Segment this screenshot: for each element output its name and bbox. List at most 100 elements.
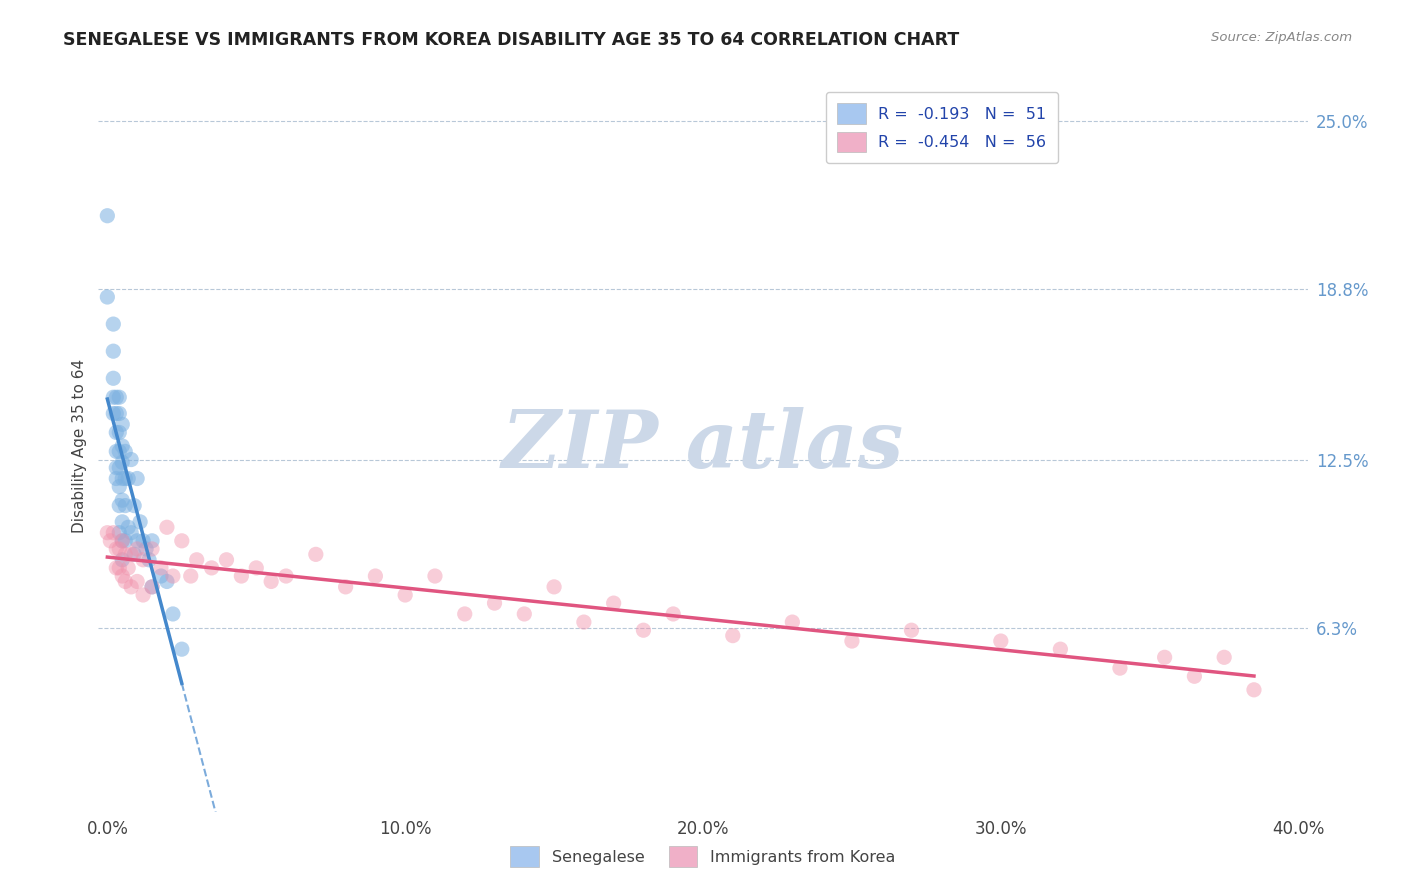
- Point: [120, 452, 142, 467]
- Point: [120, 580, 142, 594]
- Point: [602, 596, 624, 610]
- Point: [423, 569, 446, 583]
- Point: [111, 417, 134, 432]
- Point: [114, 574, 136, 589]
- Point: [215, 553, 238, 567]
- Text: SENEGALESE VS IMMIGRANTS FROM KOREA DISABILITY AGE 35 TO 64 CORRELATION CHART: SENEGALESE VS IMMIGRANTS FROM KOREA DISA…: [63, 31, 959, 49]
- Point: [108, 444, 131, 458]
- Point: [111, 553, 134, 567]
- Point: [180, 569, 202, 583]
- Point: [122, 547, 145, 561]
- Point: [120, 547, 142, 561]
- Point: [454, 607, 477, 621]
- Point: [132, 588, 155, 602]
- Point: [135, 541, 157, 556]
- Point: [103, 344, 125, 359]
- Legend: R =  -0.193   N =  51, R =  -0.454   N =  56: R = -0.193 N = 51, R = -0.454 N = 56: [825, 92, 1057, 163]
- Point: [96, 209, 118, 223]
- Point: [132, 533, 155, 548]
- Point: [170, 642, 193, 657]
- Point: [120, 525, 142, 540]
- Point: [108, 390, 131, 404]
- Point: [149, 561, 172, 575]
- Point: [127, 541, 149, 556]
- Point: [149, 569, 172, 583]
- Point: [108, 480, 131, 494]
- Point: [1049, 642, 1071, 657]
- Point: [156, 520, 179, 534]
- Point: [103, 407, 125, 421]
- Point: [127, 533, 149, 548]
- Point: [108, 499, 131, 513]
- Point: [1109, 661, 1132, 675]
- Point: [117, 561, 139, 575]
- Point: [162, 607, 184, 621]
- Point: [127, 471, 149, 485]
- Point: [114, 444, 136, 458]
- Point: [108, 407, 131, 421]
- Point: [111, 533, 134, 548]
- Point: [108, 541, 131, 556]
- Point: [114, 533, 136, 548]
- Point: [127, 574, 149, 589]
- Point: [200, 561, 222, 575]
- Point: [364, 569, 387, 583]
- Point: [721, 629, 744, 643]
- Point: [141, 541, 163, 556]
- Point: [394, 588, 416, 602]
- Point: [108, 525, 131, 540]
- Point: [108, 561, 131, 575]
- Point: [111, 455, 134, 469]
- Point: [141, 580, 163, 594]
- Point: [335, 580, 357, 594]
- Point: [132, 553, 155, 567]
- Point: [990, 634, 1012, 648]
- Point: [138, 553, 160, 567]
- Point: [260, 574, 283, 589]
- Point: [98, 533, 121, 548]
- Point: [111, 515, 134, 529]
- Point: [1243, 682, 1265, 697]
- Point: [114, 471, 136, 485]
- Point: [105, 541, 128, 556]
- Point: [305, 547, 328, 561]
- Point: [1153, 650, 1175, 665]
- Point: [103, 371, 125, 385]
- Point: [111, 569, 134, 583]
- Point: [170, 533, 193, 548]
- Point: [114, 547, 136, 561]
- Point: [103, 390, 125, 404]
- Point: [782, 615, 804, 629]
- Point: [117, 520, 139, 534]
- Point: [105, 407, 128, 421]
- Point: [108, 460, 131, 475]
- Point: [1184, 669, 1206, 683]
- Point: [129, 515, 152, 529]
- Point: [245, 561, 267, 575]
- Point: [96, 525, 118, 540]
- Point: [117, 471, 139, 485]
- Point: [105, 561, 128, 575]
- Legend: Senegalese, Immigrants from Korea: Senegalese, Immigrants from Korea: [503, 840, 903, 873]
- Y-axis label: Disability Age 35 to 64: Disability Age 35 to 64: [72, 359, 87, 533]
- Point: [1213, 650, 1236, 665]
- Point: [156, 574, 179, 589]
- Point: [162, 569, 184, 583]
- Point: [572, 615, 595, 629]
- Point: [108, 425, 131, 440]
- Point: [111, 471, 134, 485]
- Point: [633, 624, 655, 638]
- Point: [103, 317, 125, 331]
- Point: [122, 499, 145, 513]
- Point: [105, 460, 128, 475]
- Point: [841, 634, 863, 648]
- Point: [186, 553, 208, 567]
- Text: ZIP atlas: ZIP atlas: [502, 408, 904, 484]
- Text: Source: ZipAtlas.com: Source: ZipAtlas.com: [1212, 31, 1353, 45]
- Point: [111, 533, 134, 548]
- Point: [105, 471, 128, 485]
- Point: [105, 425, 128, 440]
- Point: [543, 580, 565, 594]
- Point: [662, 607, 685, 621]
- Point: [105, 444, 128, 458]
